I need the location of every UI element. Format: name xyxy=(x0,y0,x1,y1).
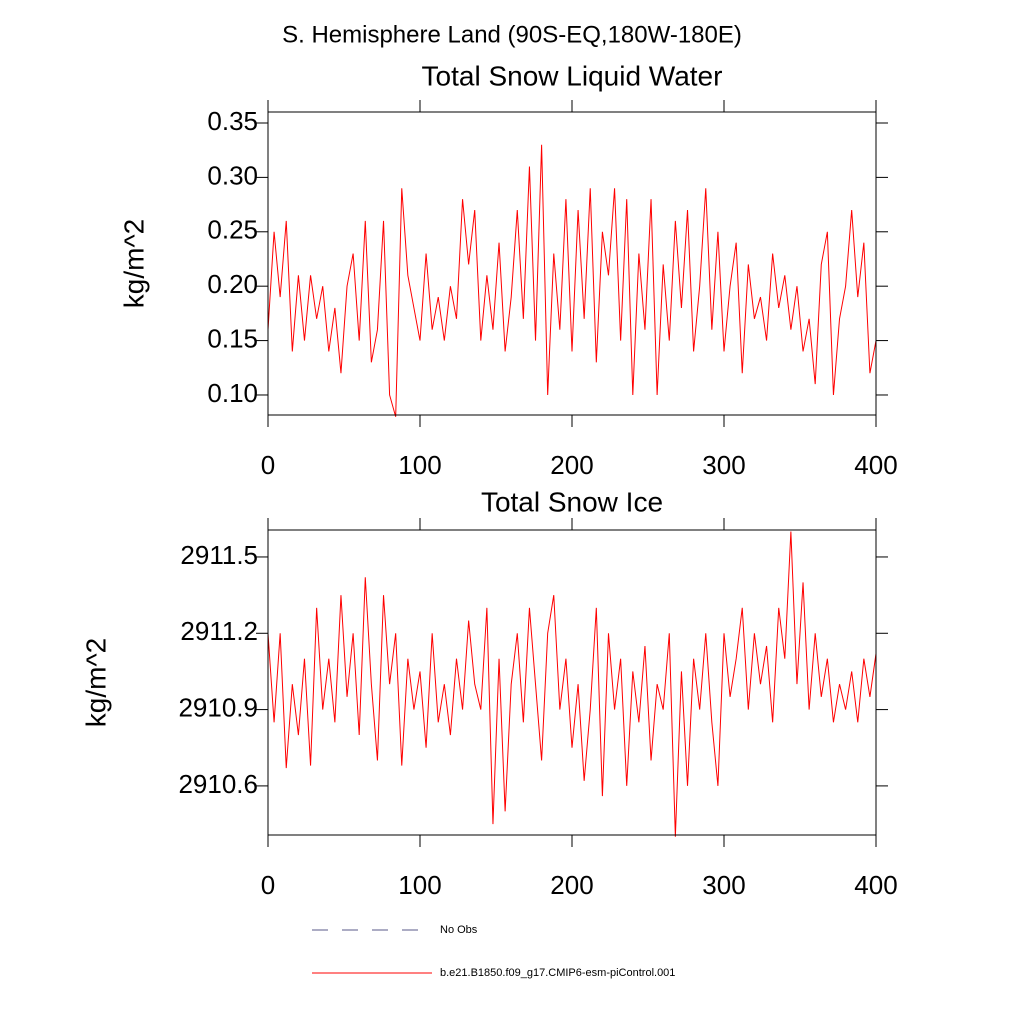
x-tick-label: 0 xyxy=(261,450,275,480)
x-tick-label: 0 xyxy=(261,870,275,900)
data-line xyxy=(267,531,877,837)
y-tick-label: 0.10 xyxy=(207,378,258,408)
x-tick-label: 400 xyxy=(854,450,897,480)
y-tick-label: 2911.5 xyxy=(180,540,258,570)
y-tick-label: 0.30 xyxy=(207,160,258,190)
x-tick-label: 200 xyxy=(550,450,593,480)
chart-title: Total Snow Liquid Water xyxy=(422,60,723,91)
chart-title: Total Snow Ice xyxy=(481,486,663,517)
x-tick-label: 300 xyxy=(702,450,745,480)
y-axis-label: kg/m^2 xyxy=(118,219,149,308)
plot-frame xyxy=(267,111,877,416)
y-tick-label: 0.25 xyxy=(207,215,258,245)
legend-label: No Obs xyxy=(440,924,478,936)
x-tick-label: 400 xyxy=(854,870,897,900)
y-tick-label: 2910.6 xyxy=(178,769,258,799)
data-line xyxy=(267,144,877,417)
y-tick-label: 2910.9 xyxy=(178,692,258,722)
plot-frame xyxy=(267,529,877,836)
y-tick-label: 0.35 xyxy=(207,106,258,136)
y-tick-label: 0.20 xyxy=(207,269,258,299)
page-title: S. Hemisphere Land (90S-EQ,180W-180E) xyxy=(282,21,742,48)
x-tick-label: 100 xyxy=(398,450,441,480)
y-tick-label: 0.15 xyxy=(207,323,258,353)
y-axis-label: kg/m^2 xyxy=(80,638,111,727)
x-tick-label: 100 xyxy=(398,870,441,900)
y-tick-label: 2911.2 xyxy=(180,616,258,646)
x-tick-label: 200 xyxy=(550,870,593,900)
x-tick-label: 300 xyxy=(702,870,745,900)
legend-label: b.e21.B1850.f09_g17.CMIP6-esm-piControl.… xyxy=(440,967,675,979)
